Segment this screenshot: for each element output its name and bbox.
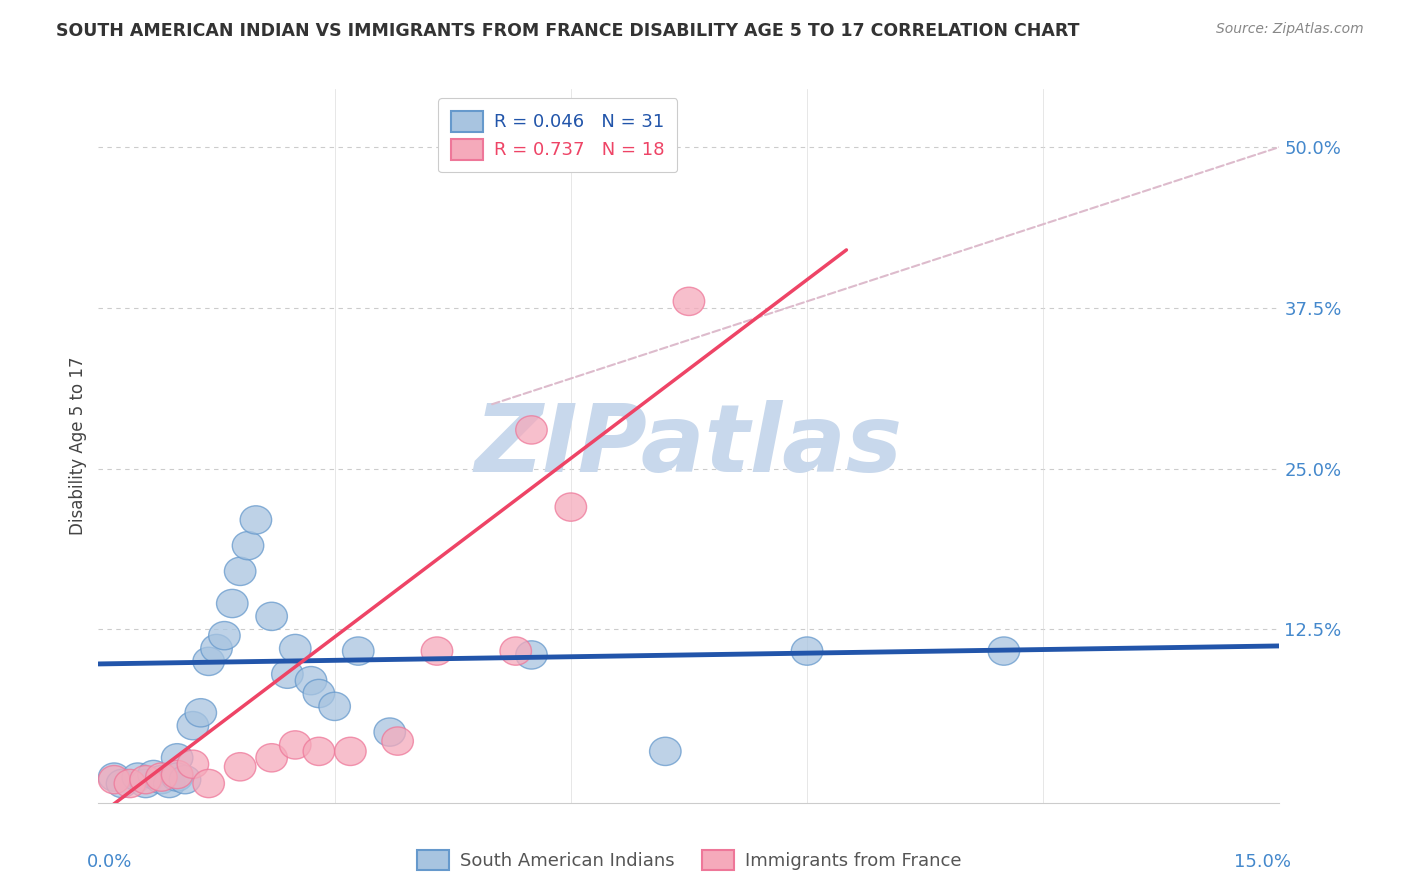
- Text: ZIPatlas: ZIPatlas: [475, 400, 903, 492]
- Text: SOUTH AMERICAN INDIAN VS IMMIGRANTS FROM FRANCE DISABILITY AGE 5 TO 17 CORRELATI: SOUTH AMERICAN INDIAN VS IMMIGRANTS FROM…: [56, 22, 1080, 40]
- Text: 0.0%: 0.0%: [87, 853, 132, 871]
- Ellipse shape: [98, 765, 129, 794]
- Ellipse shape: [295, 666, 326, 695]
- Ellipse shape: [304, 680, 335, 707]
- Ellipse shape: [114, 770, 146, 797]
- Ellipse shape: [162, 744, 193, 772]
- Ellipse shape: [208, 622, 240, 649]
- Ellipse shape: [162, 763, 193, 791]
- Y-axis label: Disability Age 5 to 17: Disability Age 5 to 17: [69, 357, 87, 535]
- Ellipse shape: [201, 634, 232, 663]
- Ellipse shape: [129, 765, 162, 794]
- Ellipse shape: [153, 770, 186, 797]
- Ellipse shape: [240, 506, 271, 534]
- Ellipse shape: [162, 760, 193, 789]
- Ellipse shape: [193, 648, 225, 675]
- Ellipse shape: [193, 770, 225, 797]
- Ellipse shape: [256, 744, 287, 772]
- Ellipse shape: [271, 660, 304, 689]
- Ellipse shape: [501, 637, 531, 665]
- Ellipse shape: [673, 287, 704, 316]
- Ellipse shape: [186, 698, 217, 727]
- Ellipse shape: [516, 416, 547, 444]
- Legend: South American Indians, Immigrants from France: South American Indians, Immigrants from …: [408, 840, 970, 880]
- Ellipse shape: [146, 765, 177, 794]
- Ellipse shape: [169, 765, 201, 794]
- Ellipse shape: [98, 763, 129, 791]
- Ellipse shape: [138, 760, 169, 789]
- Ellipse shape: [382, 727, 413, 756]
- Ellipse shape: [225, 753, 256, 780]
- Ellipse shape: [792, 637, 823, 665]
- Ellipse shape: [988, 637, 1019, 665]
- Ellipse shape: [374, 718, 405, 747]
- Ellipse shape: [146, 763, 177, 791]
- Ellipse shape: [280, 634, 311, 663]
- Ellipse shape: [343, 637, 374, 665]
- Ellipse shape: [232, 532, 264, 560]
- Ellipse shape: [177, 750, 208, 779]
- Ellipse shape: [225, 558, 256, 585]
- Ellipse shape: [129, 770, 162, 797]
- Ellipse shape: [555, 493, 586, 521]
- Ellipse shape: [650, 737, 681, 765]
- Ellipse shape: [516, 640, 547, 669]
- Ellipse shape: [217, 590, 247, 617]
- Text: Source: ZipAtlas.com: Source: ZipAtlas.com: [1216, 22, 1364, 37]
- Ellipse shape: [304, 737, 335, 765]
- Ellipse shape: [280, 731, 311, 759]
- Ellipse shape: [107, 770, 138, 797]
- Ellipse shape: [177, 712, 208, 739]
- Ellipse shape: [422, 637, 453, 665]
- Ellipse shape: [335, 737, 366, 765]
- Ellipse shape: [122, 763, 153, 791]
- Text: 15.0%: 15.0%: [1234, 853, 1291, 871]
- Ellipse shape: [319, 692, 350, 721]
- Ellipse shape: [256, 602, 287, 631]
